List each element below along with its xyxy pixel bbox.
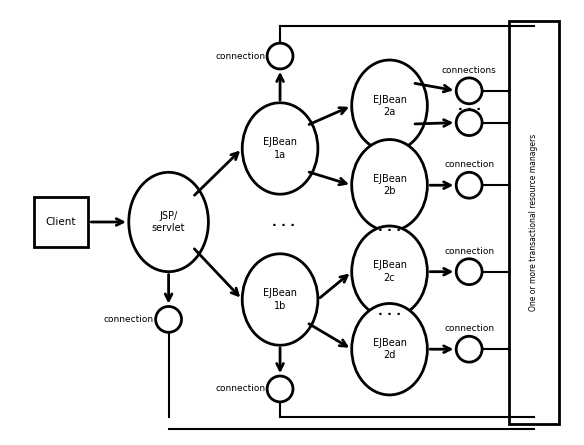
Text: connection: connection bbox=[215, 384, 265, 393]
Circle shape bbox=[456, 78, 482, 104]
Text: connection: connection bbox=[444, 247, 494, 256]
Text: EJBean
1a: EJBean 1a bbox=[263, 137, 297, 160]
Ellipse shape bbox=[352, 140, 427, 231]
Circle shape bbox=[456, 336, 482, 362]
Text: EJBean
2d: EJBean 2d bbox=[373, 338, 406, 360]
Ellipse shape bbox=[242, 254, 318, 345]
Text: EJBean
2c: EJBean 2c bbox=[373, 260, 406, 283]
Text: . . .: . . . bbox=[458, 100, 481, 113]
Circle shape bbox=[456, 172, 482, 198]
Text: JSP/
servlet: JSP/ servlet bbox=[152, 211, 185, 233]
Ellipse shape bbox=[242, 103, 318, 194]
Text: connection: connection bbox=[215, 52, 265, 61]
Ellipse shape bbox=[352, 303, 427, 395]
Circle shape bbox=[456, 259, 482, 285]
Text: EJBean
2b: EJBean 2b bbox=[373, 174, 406, 196]
Text: connections: connections bbox=[442, 66, 496, 75]
FancyBboxPatch shape bbox=[509, 21, 559, 424]
Circle shape bbox=[267, 376, 293, 402]
Text: connection: connection bbox=[444, 324, 494, 333]
Text: EJBean
1b: EJBean 1b bbox=[263, 288, 297, 311]
Text: One or more transactional resource managers: One or more transactional resource manag… bbox=[529, 134, 538, 311]
Circle shape bbox=[456, 110, 482, 136]
Ellipse shape bbox=[352, 226, 427, 317]
Circle shape bbox=[156, 307, 182, 332]
Text: EJBean
2a: EJBean 2a bbox=[373, 94, 406, 117]
Text: . . .: . . . bbox=[378, 305, 401, 318]
Text: connection: connection bbox=[103, 315, 154, 324]
Circle shape bbox=[267, 43, 293, 69]
Ellipse shape bbox=[352, 60, 427, 151]
FancyBboxPatch shape bbox=[34, 197, 88, 247]
Text: connection: connection bbox=[444, 160, 494, 170]
Ellipse shape bbox=[129, 172, 208, 272]
Text: . . .: . . . bbox=[272, 215, 294, 228]
Text: . . .: . . . bbox=[378, 222, 401, 235]
Text: Client: Client bbox=[46, 217, 77, 227]
